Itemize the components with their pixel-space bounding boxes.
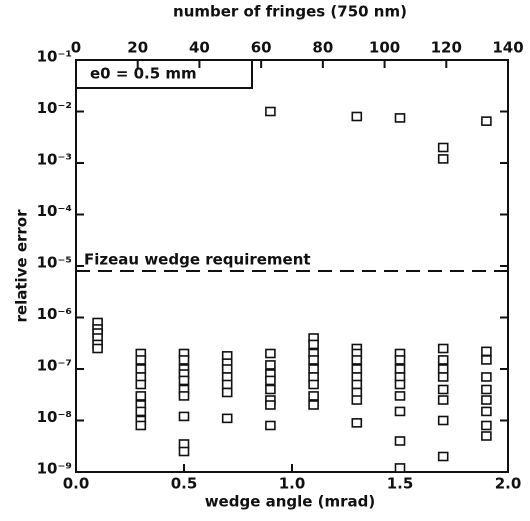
x-tick-label: 2.0 (495, 475, 522, 493)
point (308, 400, 319, 410)
point (308, 339, 319, 350)
point (351, 111, 363, 122)
y-tick-label: 10⁻¹ (37, 48, 72, 66)
top-tick-label: 20 (127, 39, 148, 57)
point (394, 391, 406, 401)
point (135, 364, 147, 374)
x-tick-label: 1.0 (279, 475, 306, 493)
point (437, 451, 449, 462)
point (481, 116, 492, 126)
point (221, 413, 233, 424)
point (135, 355, 147, 365)
point (308, 379, 319, 390)
y-tick-label: 10⁻⁷ (37, 357, 72, 375)
top-tick-label: 0 (71, 39, 81, 57)
top-tick-label: 40 (189, 39, 210, 57)
point (481, 406, 492, 417)
point (394, 364, 406, 374)
y-tick-label: 10⁻⁸ (37, 408, 72, 426)
top-tick-label: 100 (369, 39, 400, 57)
y-tick-label: 10⁻⁹ (37, 460, 72, 478)
point (481, 384, 492, 395)
point (135, 379, 147, 390)
point (351, 364, 363, 374)
top-tick-label: 60 (251, 39, 272, 57)
point (178, 355, 190, 365)
point (92, 343, 103, 354)
top-tick-label: 80 (312, 39, 333, 57)
annotation-box (75, 59, 253, 89)
point (308, 355, 319, 365)
point (265, 348, 276, 359)
top-tick-label: 140 (492, 39, 523, 57)
point (481, 372, 492, 382)
point (437, 154, 449, 164)
point (265, 400, 276, 410)
annotation: e0 = 0.5 mm (90, 65, 197, 83)
x-tick-label: 0.5 (171, 475, 198, 493)
point (394, 436, 406, 446)
point (178, 391, 190, 401)
point (135, 406, 147, 417)
x-tick-label: 0.0 (63, 475, 90, 493)
point (308, 391, 319, 401)
x-axis-title: wedge angle (mrad) (205, 493, 376, 511)
point (481, 346, 492, 357)
point (394, 113, 406, 123)
top-tick-label: 120 (431, 39, 462, 57)
point (135, 420, 147, 431)
point (437, 415, 449, 426)
point (437, 142, 449, 153)
point (394, 406, 406, 417)
reference-label: Fizeau wedge requirement (84, 250, 311, 268)
point (265, 420, 276, 431)
point (394, 463, 406, 473)
point (437, 364, 449, 374)
point (265, 106, 276, 117)
point (351, 418, 363, 428)
point (351, 355, 363, 365)
point (221, 364, 233, 374)
point (265, 384, 276, 395)
point (481, 355, 492, 365)
point (481, 431, 492, 441)
point (351, 395, 363, 405)
x-tick-label: 1.5 (387, 475, 414, 493)
point (437, 372, 449, 382)
point (178, 411, 190, 422)
point (437, 395, 449, 405)
point (351, 379, 363, 390)
point (394, 355, 406, 365)
point (178, 375, 190, 386)
point (437, 355, 449, 365)
point (265, 360, 276, 370)
y-tick-label: 10⁻⁶ (37, 305, 72, 323)
y-tick-label: 10⁻² (37, 99, 72, 117)
point (481, 420, 492, 431)
y-tick-label: 10⁻³ (37, 151, 72, 169)
point (308, 364, 319, 374)
y-axis-title: relative error (13, 209, 31, 323)
point (265, 375, 276, 386)
point (437, 384, 449, 395)
point (394, 379, 406, 390)
point (221, 379, 233, 390)
point (178, 446, 190, 457)
y-tick-label: 10⁻⁴ (37, 202, 72, 220)
point (481, 395, 492, 405)
point (437, 343, 449, 354)
y-tick-label: 10⁻⁵ (37, 254, 72, 272)
point (135, 391, 147, 401)
top-axis-title: number of fringes (750 nm) (173, 3, 407, 21)
point (221, 387, 233, 398)
